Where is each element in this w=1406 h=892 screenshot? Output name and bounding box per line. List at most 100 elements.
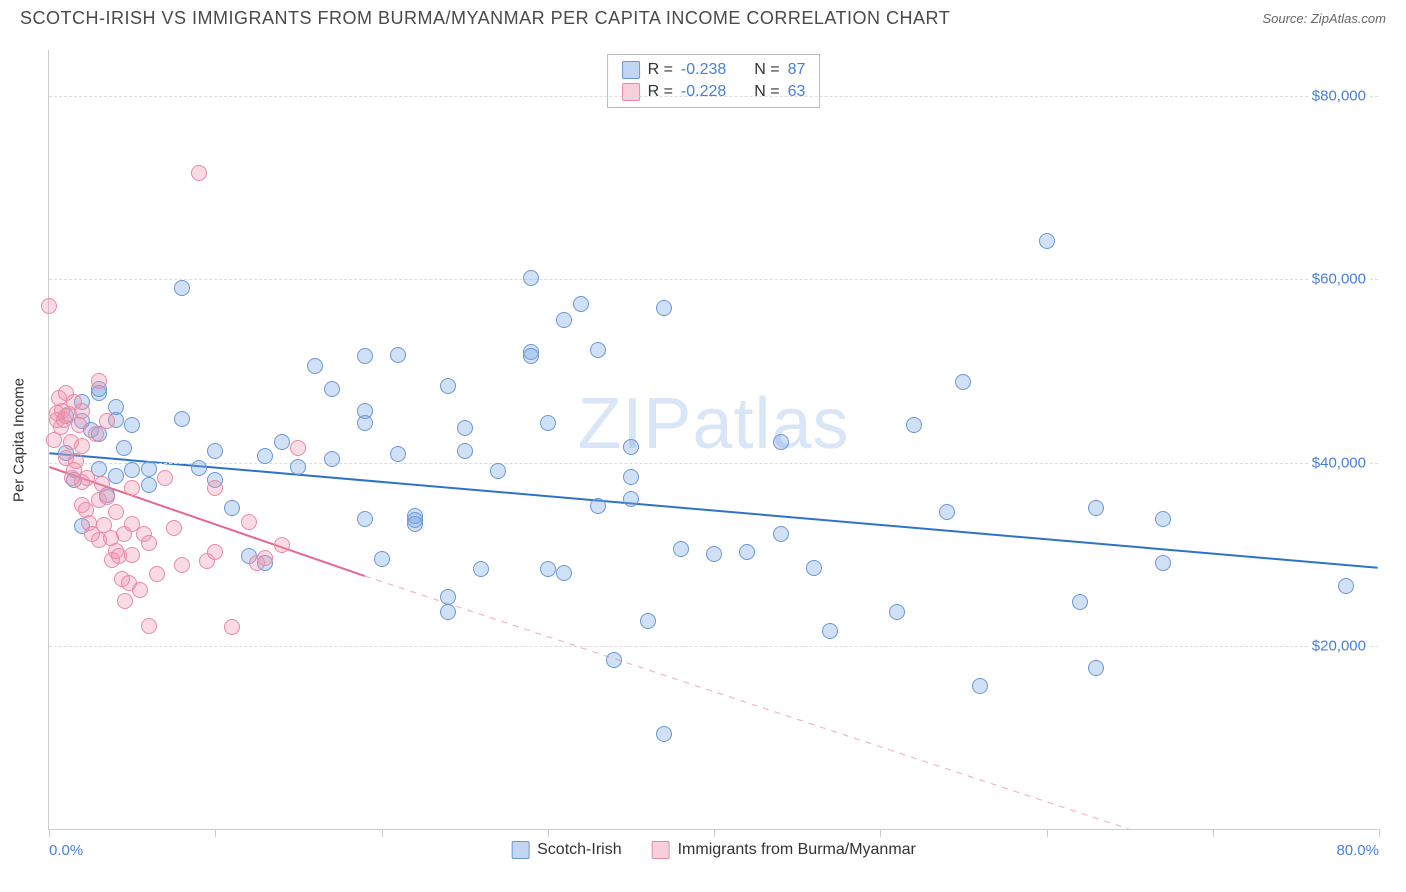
stats-row-blue: R = -0.238 N = 87 <box>622 61 806 79</box>
data-point <box>640 613 656 629</box>
data-point <box>207 443 223 459</box>
swatch-blue <box>511 841 529 859</box>
series-legend: Scotch-Irish Immigrants from Burma/Myanm… <box>511 841 916 859</box>
data-point <box>972 678 988 694</box>
x-tick <box>714 829 715 837</box>
stats-legend: R = -0.238 N = 87 R = -0.228 N = 63 <box>607 54 821 108</box>
data-point <box>132 582 148 598</box>
data-point <box>374 551 390 567</box>
data-point <box>71 417 87 433</box>
gridline <box>49 96 1378 97</box>
data-point <box>390 446 406 462</box>
data-point <box>440 589 456 605</box>
x-tick-label: 0.0% <box>49 842 83 859</box>
data-point <box>457 420 473 436</box>
data-point <box>91 373 107 389</box>
x-tick <box>382 829 383 837</box>
data-point <box>773 434 789 450</box>
data-point <box>108 504 124 520</box>
data-point <box>1088 660 1104 676</box>
data-point <box>324 451 340 467</box>
data-point <box>166 520 182 536</box>
data-point <box>806 560 822 576</box>
legend-item-pink: Immigrants from Burma/Myanmar <box>652 841 916 859</box>
data-point <box>623 469 639 485</box>
data-point <box>1039 233 1055 249</box>
data-point <box>74 438 90 454</box>
x-tick <box>880 829 881 837</box>
data-point <box>74 403 90 419</box>
data-point <box>590 498 606 514</box>
data-point <box>457 443 473 459</box>
data-point <box>124 462 140 478</box>
data-point <box>257 550 273 566</box>
data-point <box>174 280 190 296</box>
chart-header: SCOTCH-IRISH VS IMMIGRANTS FROM BURMA/MY… <box>0 0 1406 29</box>
chart-source: Source: ZipAtlas.com <box>1262 11 1386 26</box>
data-point <box>357 403 373 419</box>
x-tick <box>1047 829 1048 837</box>
data-point <box>573 296 589 312</box>
y-tick-label: $20,000 <box>1308 638 1370 655</box>
swatch-pink <box>622 83 640 101</box>
data-point <box>116 440 132 456</box>
data-point <box>706 546 722 562</box>
swatch-blue <box>622 61 640 79</box>
data-point <box>889 604 905 620</box>
swatch-pink <box>652 841 670 859</box>
y-axis-label: Per Capita Income <box>11 377 28 501</box>
data-point <box>99 413 115 429</box>
data-point <box>88 426 104 442</box>
data-point <box>79 470 95 486</box>
data-point <box>257 448 273 464</box>
data-point <box>390 347 406 363</box>
gridline <box>49 646 1378 647</box>
data-point <box>939 504 955 520</box>
correlation-scatter-chart: Per Capita Income ZIPatlas R = -0.238 N … <box>48 50 1378 830</box>
data-point <box>274 434 290 450</box>
data-point <box>307 358 323 374</box>
gridline <box>49 279 1378 280</box>
data-point <box>141 618 157 634</box>
data-point <box>174 557 190 573</box>
data-point <box>141 477 157 493</box>
x-tick <box>548 829 549 837</box>
data-point <box>141 535 157 551</box>
data-point <box>490 463 506 479</box>
y-tick-label: $80,000 <box>1308 87 1370 104</box>
x-tick <box>1379 829 1380 837</box>
data-point <box>523 348 539 364</box>
data-point <box>656 300 672 316</box>
data-point <box>357 348 373 364</box>
stats-row-pink: R = -0.228 N = 63 <box>622 83 806 101</box>
data-point <box>224 500 240 516</box>
chart-title: SCOTCH-IRISH VS IMMIGRANTS FROM BURMA/MY… <box>20 8 950 29</box>
data-point <box>656 726 672 742</box>
data-point <box>124 547 140 563</box>
x-tick <box>1213 829 1214 837</box>
data-point <box>224 619 240 635</box>
data-point <box>157 470 173 486</box>
data-point <box>473 561 489 577</box>
data-point <box>207 544 223 560</box>
data-point <box>68 453 84 469</box>
data-point <box>955 374 971 390</box>
legend-item-blue: Scotch-Irish <box>511 841 621 859</box>
trend-line <box>365 576 1129 829</box>
trendlines-layer <box>49 50 1378 829</box>
data-point <box>540 415 556 431</box>
x-tick <box>49 829 50 837</box>
data-point <box>1072 594 1088 610</box>
data-point <box>41 298 57 314</box>
data-point <box>324 381 340 397</box>
data-point <box>99 489 115 505</box>
data-point <box>623 439 639 455</box>
watermark: ZIPatlas <box>577 383 849 465</box>
data-point <box>673 541 689 557</box>
data-point <box>274 537 290 553</box>
data-point <box>1338 578 1354 594</box>
data-point <box>1155 511 1171 527</box>
data-point <box>590 342 606 358</box>
data-point <box>440 378 456 394</box>
data-point <box>1155 555 1171 571</box>
